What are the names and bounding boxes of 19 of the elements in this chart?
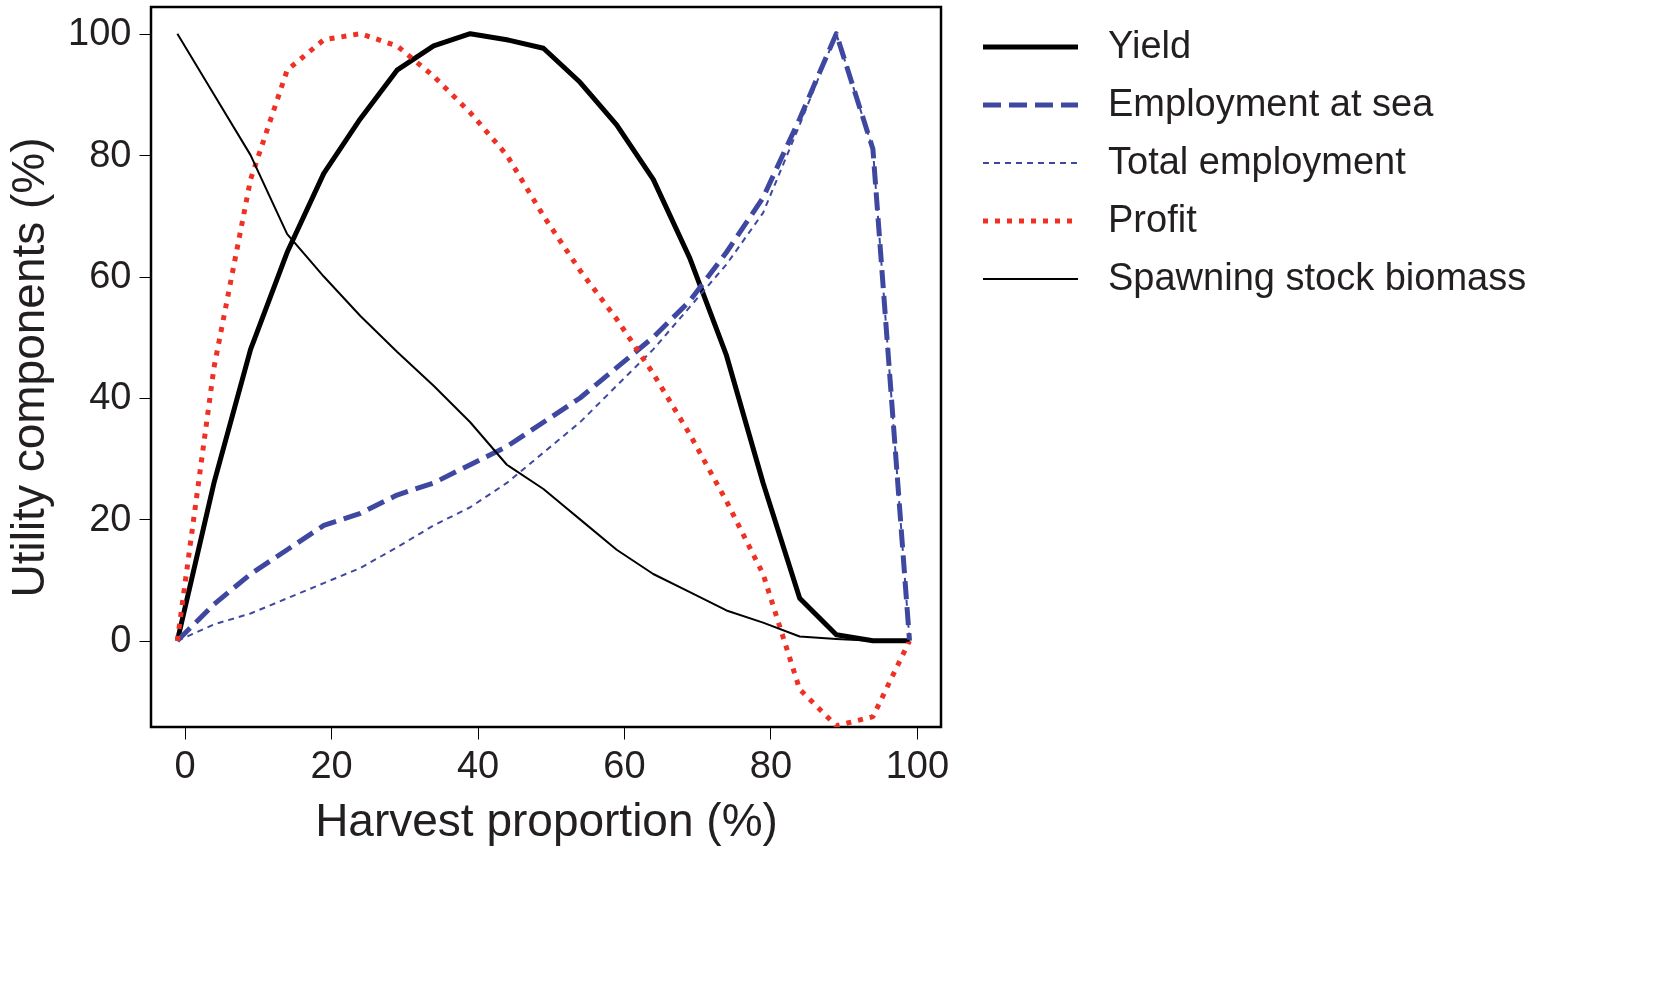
y-tick-label: 40	[89, 375, 132, 418]
legend-label: Employment at sea	[1108, 82, 1435, 124]
x-tick-label: 80	[749, 743, 793, 786]
x-tick-label: 60	[603, 743, 646, 786]
y-tick-label: 20	[89, 496, 132, 539]
legend-label: Total employment	[1108, 140, 1407, 182]
y-axis-title: Utility components (%)	[2, 137, 55, 598]
x-axis-title: Harvest proportion (%)	[315, 793, 778, 846]
x-tick-label: 100	[885, 743, 950, 786]
y-tick-label: 100	[68, 11, 132, 54]
legend-label: Spawning stock biomass	[1108, 256, 1527, 298]
y-tick-label: 60	[89, 254, 132, 297]
legend-label: Yield	[1108, 24, 1192, 66]
x-tick-label: 20	[310, 743, 353, 786]
x-tick-label: 40	[456, 743, 500, 786]
legend-label: Profit	[1108, 198, 1198, 240]
y-tick-label: 80	[89, 132, 132, 175]
x-tick-label: 0	[174, 743, 196, 786]
y-tick-label: 0	[110, 618, 132, 661]
